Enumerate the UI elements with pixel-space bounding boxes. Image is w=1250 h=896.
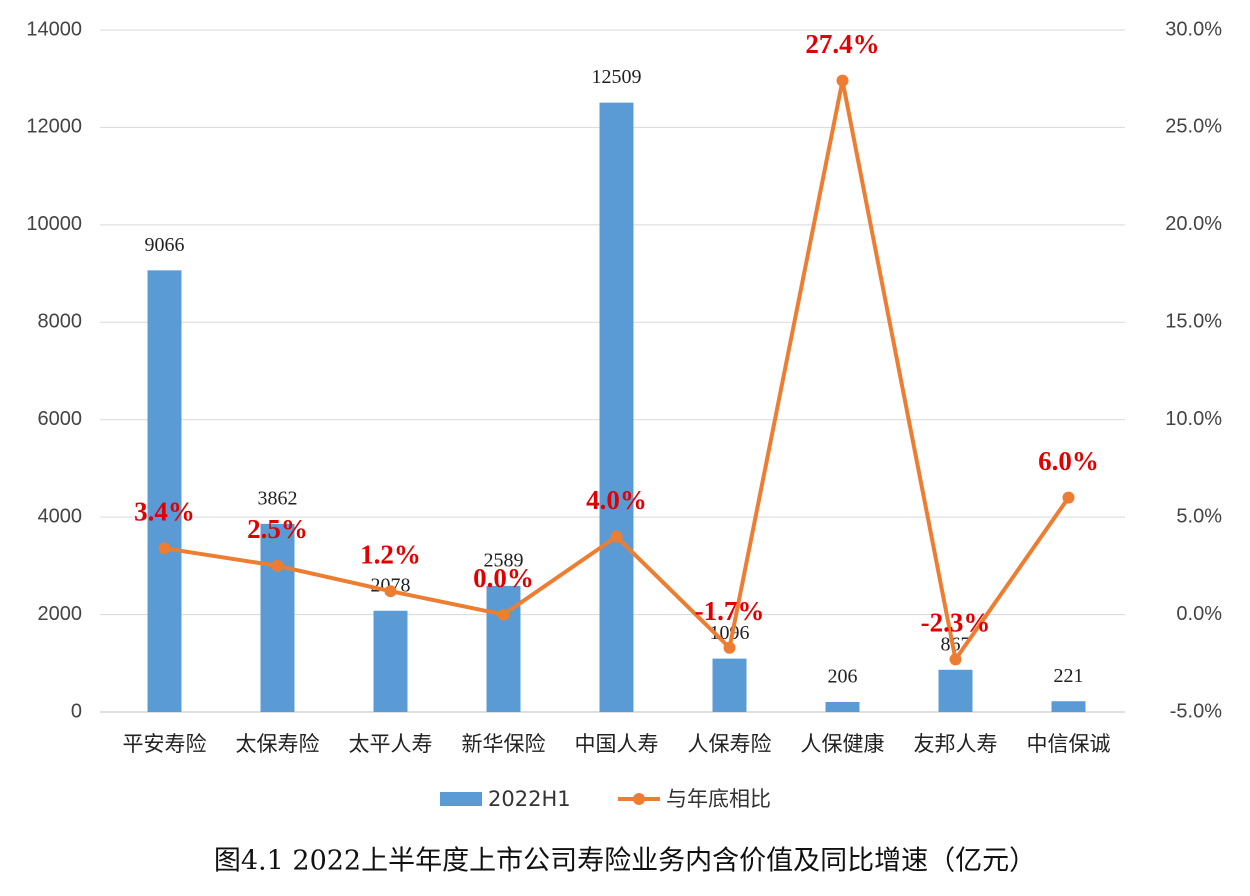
y-tick-label: 2000 [38,603,83,625]
y-tick-label: 12000 [26,116,82,138]
bar [599,102,634,713]
bar-value-label: 3862 [258,487,298,509]
bar [260,523,295,712]
line-value-label: 3.4% [134,497,195,527]
bar [373,610,408,712]
y2-tick-label: 0.0% [1176,603,1222,625]
y2-tick-label: -5.0% [1170,700,1222,722]
legend-label: 2022H1 [488,787,571,811]
x-tick-label: 人保寿险 [688,732,772,756]
y2-tick-label: 25.0% [1165,116,1222,138]
y2-tick-label: 15.0% [1165,311,1222,333]
bar-value-label: 206 [828,666,858,688]
y-tick-label: 4000 [38,505,83,527]
y-tick-label: 6000 [38,408,83,430]
bar [712,658,747,712]
bar-value-label: 221 [1054,665,1084,687]
line-marker [723,641,736,654]
line-marker [158,542,171,555]
line-value-label: 27.4% [805,29,879,59]
y-tick-label: 10000 [26,213,82,235]
x-tick-label: 平安寿险 [123,732,207,756]
line-marker [384,585,397,598]
y-tick-label: 8000 [38,311,83,333]
line-value-label: -1.7% [695,596,765,626]
line-marker [610,530,623,543]
x-tick-label: 中信保诚 [1027,732,1111,756]
legend-swatch [440,792,482,806]
bar-value-label: 9066 [145,234,185,256]
x-tick-label: 友邦人寿 [914,732,998,756]
chart-title: 图4.1 2022上半年度上市公司寿险业务内含价值及同比增速（亿元） [214,846,1036,877]
line-value-label: 1.2% [360,539,421,569]
line-marker [1062,491,1075,504]
x-tick-label: 太保寿险 [236,732,320,756]
y2-tick-label: 5.0% [1176,505,1222,527]
bar [1051,701,1086,712]
line-value-label: 6.0% [1038,446,1099,476]
y2-tick-label: 30.0% [1165,18,1222,40]
x-tick-label: 人保健康 [801,732,885,756]
y-tick-label: 14000 [26,18,82,40]
line-value-label: 0.0% [473,563,534,593]
line-value-label: 2.5% [247,514,308,544]
bar [147,270,182,712]
line-marker [949,653,962,666]
line-marker [497,608,510,621]
legend-swatch [633,793,645,805]
x-tick-label: 新华保险 [462,732,546,756]
line-value-label: 4.0% [586,485,647,515]
x-tick-label: 中国人寿 [575,732,659,756]
legend-label: 与年底相比 [666,787,771,811]
line-marker [836,74,849,87]
bar-value-label: 2589 [484,549,524,571]
bar [938,669,973,712]
y2-tick-label: 20.0% [1165,213,1222,235]
bar [825,701,860,712]
bar-value-label: 12509 [592,66,642,88]
line-value-label: -2.3% [921,608,991,638]
line-marker [271,559,284,572]
x-tick-label: 太平人寿 [349,732,433,756]
y2-tick-label: 10.0% [1165,408,1222,430]
y-tick-label: 0 [71,700,82,722]
